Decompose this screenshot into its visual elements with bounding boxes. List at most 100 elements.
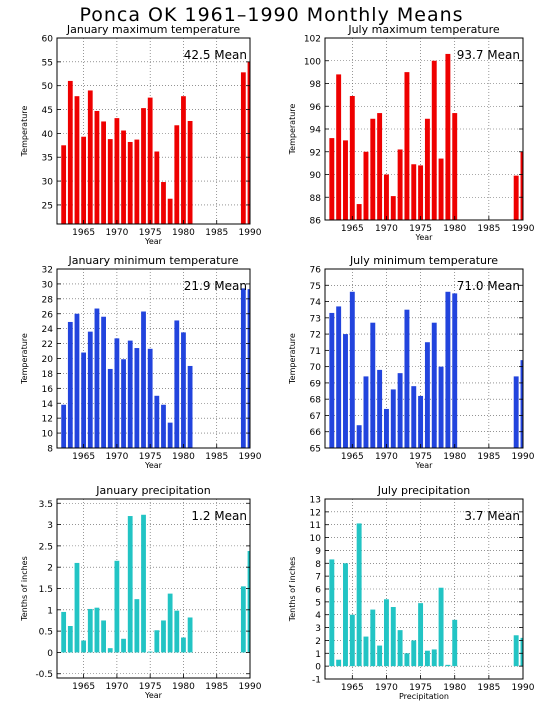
bar-1971 (390, 607, 396, 667)
bar-1973 (404, 653, 410, 667)
bar-1963 (67, 626, 73, 653)
bar-1980 (452, 113, 458, 220)
bar-1975 (147, 651, 153, 653)
bar-1979 (445, 53, 451, 220)
bar-1975 (418, 395, 424, 448)
bar-1967 (363, 376, 369, 448)
x-tick-label: 1990 (239, 452, 262, 462)
bar-1972 (127, 141, 133, 224)
bar-1979 (174, 610, 180, 653)
bar-1978 (438, 158, 444, 220)
plot-frame (56, 37, 251, 225)
x-axis-label: Year (144, 237, 163, 246)
bar-1979 (174, 320, 180, 448)
y-tick-label: 8 (315, 560, 321, 570)
bar-1976 (424, 650, 430, 667)
bar-1968 (370, 118, 376, 220)
x-axis-label: Year (415, 233, 434, 242)
y-tick-label: 67 (310, 412, 321, 422)
bar-1968 (101, 121, 106, 224)
bar-1964 (74, 562, 80, 653)
bar-1974 (141, 514, 146, 653)
bar-1970 (114, 338, 120, 448)
bar-1963 (67, 321, 73, 448)
y-axis-label: Tenths of inches (288, 557, 297, 623)
y-tick-label: 10 (310, 534, 322, 544)
bar-1968 (370, 609, 376, 667)
bar-1976 (154, 395, 160, 448)
y-tick-label: 30 (42, 280, 54, 290)
bar-1989 (513, 376, 519, 448)
bar-1974 (411, 640, 417, 667)
bar-1990 (247, 289, 250, 448)
y-tick-label: 90 (310, 171, 322, 181)
bar-1973 (134, 139, 140, 224)
bar-1974 (411, 164, 417, 220)
x-tick-label: 1965 (72, 228, 95, 238)
bar-1975 (147, 97, 153, 224)
bar-1966 (356, 204, 362, 220)
bar-1968 (101, 620, 106, 653)
y-tick-label: 9 (315, 547, 321, 557)
x-tick-label: 1965 (72, 452, 95, 462)
bar-1972 (127, 516, 133, 653)
y-tick-label: 69 (310, 379, 322, 389)
bar-1973 (134, 599, 140, 653)
y-tick-label: -1 (312, 676, 321, 686)
bar-1980 (181, 96, 186, 224)
bar-1980 (181, 637, 186, 653)
bar-1975 (147, 348, 153, 448)
bar-1970 (114, 118, 120, 224)
bar-1963 (336, 74, 342, 221)
bar-1966 (87, 608, 93, 653)
bar-1976 (424, 342, 430, 448)
bar-1971 (390, 196, 396, 220)
y-tick-label: 1 (47, 606, 53, 616)
bar-1962 (61, 145, 67, 224)
bar-1966 (356, 523, 362, 667)
x-tick-label: 1985 (477, 452, 500, 462)
bar-1981 (187, 617, 193, 653)
bar-1974 (141, 311, 146, 448)
x-tick-label: 1985 (205, 452, 228, 462)
bar-1972 (397, 630, 403, 667)
bar-1980 (181, 332, 186, 448)
y-tick-label: 88 (310, 194, 322, 204)
mean-label: 71.0 Mean (457, 279, 520, 293)
x-tick-label: 1980 (443, 452, 466, 462)
bar-1971 (390, 389, 396, 448)
y-tick-label: 55 (42, 58, 53, 68)
y-tick-label: 86 (310, 217, 322, 227)
y-tick-label: 6 (315, 586, 321, 596)
x-tick-label: 1985 (205, 682, 228, 692)
bar-1980 (452, 619, 458, 667)
bar-1990 (520, 637, 523, 667)
y-tick-label: 75 (310, 282, 321, 292)
y-tick-label: 66 (310, 428, 322, 438)
y-tick-label: 1 (315, 650, 321, 660)
x-tick-label: 1985 (205, 228, 228, 238)
y-tick-label: 100 (304, 57, 321, 67)
x-tick-label: 1975 (409, 683, 432, 693)
y-axis-label: Temperature (20, 106, 29, 158)
x-tick-label: 1990 (239, 228, 262, 238)
x-tick-label: 1965 (341, 683, 364, 693)
y-tick-label: 28 (42, 295, 54, 305)
bar-1989 (240, 288, 246, 448)
plot-frame (324, 268, 524, 449)
page-title: Ponca OK 1961–1990 Monthly Means (79, 4, 464, 26)
bar-1989 (513, 635, 519, 667)
chart-title: July maximum temperature (347, 23, 500, 36)
bar-1974 (141, 108, 146, 224)
x-tick-label: 1980 (172, 682, 195, 692)
bar-1990 (520, 360, 523, 448)
bar-1974 (411, 386, 417, 448)
bar-1964 (343, 563, 348, 667)
bar-1962 (329, 138, 335, 220)
bar-1977 (161, 620, 166, 653)
x-tick-label: 1975 (139, 228, 162, 238)
y-tick-label: -0.5 (35, 670, 53, 680)
y-tick-label: 70 (310, 363, 322, 373)
y-tick-label: 18 (42, 370, 54, 380)
x-axis-label: Year (144, 461, 163, 470)
